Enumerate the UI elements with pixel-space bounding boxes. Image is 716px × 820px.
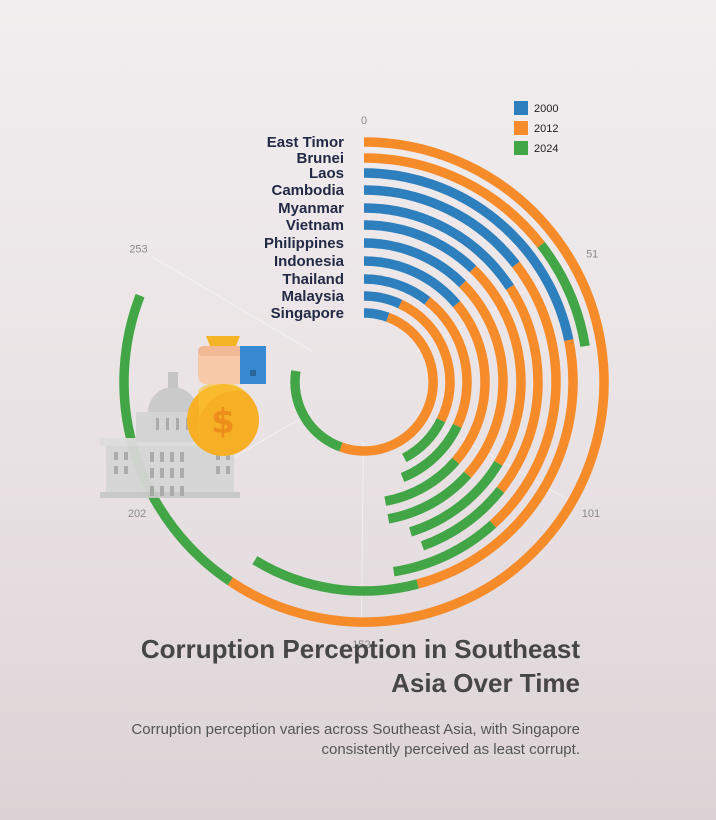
category-label: Vietnam	[286, 217, 344, 234]
category-label: Cambodia	[271, 182, 344, 199]
category-label: East Timor	[267, 134, 344, 151]
bar-east-timor-2012	[227, 137, 609, 627]
bar-singapore-2024	[290, 370, 343, 452]
bar-myanmar-2000	[363, 203, 514, 290]
bar-laos-2012	[416, 339, 578, 589]
bar-philippines-2000	[363, 238, 466, 288]
axis-tick-0: 0	[361, 115, 367, 127]
axis-tick-101: 101	[582, 508, 600, 520]
category-label: Singapore	[271, 305, 344, 322]
chart-subtitle: Corruption perception varies across Sout…	[131, 721, 580, 758]
category-label: Thailand	[282, 271, 344, 288]
axis-tick-253: 253	[129, 244, 147, 256]
money-bribe-illustration: $	[100, 336, 266, 498]
bar-thailand-2024	[400, 423, 462, 482]
category-label: Laos	[309, 165, 344, 182]
bar-philippines-2024	[387, 471, 472, 524]
bar-indonesia-2012	[452, 301, 490, 464]
bar-cambodia-2000	[363, 185, 520, 268]
category-label: Malaysia	[281, 288, 344, 305]
bar-philippines-2012	[459, 280, 508, 478]
bar-malaysia-2012	[398, 299, 455, 423]
bar-cambodia-2012	[489, 261, 561, 528]
legend-swatch-2024	[514, 141, 528, 155]
series-bars	[119, 137, 609, 627]
category-label: Brunei	[296, 150, 344, 167]
bar-malaysia-2024	[401, 418, 446, 463]
chart-title: Corruption Perception in Southeast Asia …	[140, 634, 580, 698]
legend-label-2000: 2000	[534, 103, 558, 115]
hand-icon	[198, 346, 266, 384]
bar-cambodia-2024	[392, 520, 497, 577]
bar-myanmar-2024	[420, 486, 505, 551]
bar-indonesia-2024	[384, 457, 460, 506]
bar-vietnam-2000	[363, 220, 477, 273]
category-labels: East TimorBruneiLaosCambodiaMyanmarVietn…	[264, 134, 345, 322]
dollar-sign-icon: $	[211, 402, 235, 442]
legend-swatch-2000	[514, 101, 528, 115]
category-label: Philippines	[264, 235, 344, 252]
bar-singapore-2000	[363, 308, 390, 322]
chart-legend: 2000 2012 2024	[514, 101, 558, 155]
bar-brunei-2012	[363, 153, 545, 248]
bar-vietnam-2012	[469, 265, 526, 466]
bar-thailand-2012	[424, 297, 472, 428]
bar-laos-2000	[363, 168, 574, 341]
gridline-253	[151, 256, 313, 352]
bar-myanmar-2012	[496, 284, 543, 493]
category-label: Indonesia	[274, 253, 345, 270]
bar-brunei-2024	[537, 242, 590, 347]
legend-swatch-2012	[514, 121, 528, 135]
bar-indonesia-2000	[363, 256, 461, 308]
bar-laos-2024	[252, 556, 419, 596]
legend-label-2024: 2024	[534, 143, 558, 155]
axis-tick-202: 202	[128, 508, 146, 520]
bar-malaysia-2000	[363, 291, 403, 309]
radial-axis: 0 51 101 152 202 253	[128, 115, 600, 651]
bar-vietnam-2024	[409, 460, 503, 537]
legend-label-2012: 2012	[534, 123, 558, 135]
bar-thailand-2000	[363, 274, 431, 305]
axis-tick-51: 51	[586, 248, 598, 260]
bar-singapore-2012	[339, 312, 438, 456]
gridline-152	[360, 441, 364, 629]
axis-tick-152: 152	[352, 639, 370, 651]
category-label: Myanmar	[278, 200, 344, 217]
